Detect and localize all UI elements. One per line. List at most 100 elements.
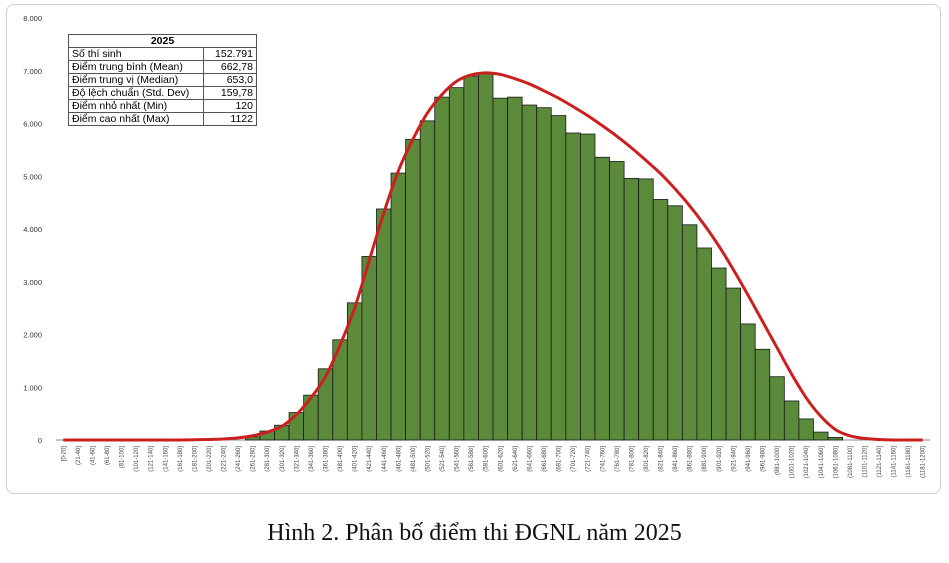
histogram-bar [478,72,494,441]
x-tick-label: (1181-1200] [921,446,927,478]
bars [244,72,843,441]
x-tick-label: (621-640] [513,446,519,472]
x-tick-label: (341-360] [309,446,315,472]
x-tick-label: (841-860] [673,446,679,472]
x-tick-label: (141-160] [163,446,169,472]
histogram-bar [434,96,450,441]
histogram-bar [827,436,843,441]
stats-label: Độ lệch chuẩn (Std. Dev) [68,86,204,100]
x-tick-label: (321-340] [294,446,300,472]
histogram-bar [798,418,814,441]
histogram-chart: 0 1.000 2.000 3.000 4.000 5.000 6.000 7.000 8.00… [23,14,930,479]
x-tick-label: (481-500] [411,446,417,472]
histogram-bar [740,323,756,441]
histogram-bar [521,104,538,441]
x-tick-label: (1021-1040] [804,446,810,479]
stats-row: Điểm nhỏ nhất (Min) 120 [68,99,257,113]
x-tick-label: (761-780] [615,446,621,472]
x-tick-label: (121-140] [149,446,155,472]
x-tick-label: (461-480] [396,446,402,472]
x-tick-label: (521-540] [440,446,446,472]
x-tick-label: (981-1000] [775,446,781,475]
x-tick-label: (821-840] [659,446,665,472]
x-tick-label: (701-720] [571,446,577,472]
histogram-bar [725,287,742,441]
x-tick-label: (41-60] [90,446,96,465]
x-tick-label: (441-460] [382,446,388,472]
x-tick-label: (1061-1080] [833,446,839,479]
histogram-bar [536,107,552,441]
x-tick-label: (61-80] [105,446,111,465]
x-tick-label: (781-800] [629,446,635,472]
x-tick-label: (741-760] [600,446,606,472]
stats-value: 159,78 [203,86,257,100]
x-tick-label: (281-300] [265,446,271,472]
figure-caption: Hình 2. Phân bố điểm thi ĐGNL năm 2025 [267,520,682,546]
stats-label: Điểm trung vị (Median) [68,73,204,87]
histogram-bar [580,133,596,441]
x-tick-label: (101-120] [134,446,140,472]
stats-label: Điểm trung bình (Mean) [68,60,204,74]
x-tick-label: (881-900] [702,446,708,472]
x-tick-label: (941-960] [746,446,752,472]
x-tick-label: (361-380] [323,446,329,472]
histogram-bar [594,156,610,441]
histogram-bar [419,120,436,441]
x-tick-label: (661-680] [542,446,548,472]
x-tick-label: (401-420] [353,446,359,472]
x-tick-label: (921-940] [731,446,737,472]
histogram-bar [667,205,683,441]
histogram-bar [609,161,625,441]
histogram-bar [550,115,567,441]
histogram-bar [652,199,669,441]
x-tick-label: (181-200] [192,446,198,472]
histogram-bar [769,376,785,441]
x-tick-label: (1141-1160] [892,446,898,478]
x-tick-label: (381-400] [338,446,344,472]
x-tick-label: (581-600] [484,446,490,472]
stats-label: Điểm nhỏ nhất (Min) [68,99,204,113]
histogram-bar [696,247,712,441]
histogram-bar [813,431,829,441]
x-tick-label: (601-620] [498,446,504,472]
x-tick-label: (161-180] [178,446,184,472]
y-tick-label: 1.000 [23,383,42,392]
x-tick-label: (721-740] [586,446,592,472]
stats-value: 653,0 [203,73,257,87]
stats-row: Điểm trung vị (Median) 653,0 [68,73,257,87]
stats-header: 2025 [68,34,257,48]
x-tick-label: [0-20] [61,446,67,462]
stats-value: 152.791 [203,47,257,61]
x-tick-label: (221-240] [222,446,228,472]
x-tick-label: (1161-1180] [906,446,912,478]
stats-row: Điểm trung bình (Mean) 662,78 [68,60,257,74]
x-tick-label: (1001-1020] [790,446,796,479]
x-tick-label: (81-100] [120,446,126,469]
histogram-bar [681,224,698,441]
stats-row: Số thí sinh 152.791 [68,47,257,61]
distribution-curve [63,71,923,442]
y-tick-label: 4.000 [23,225,42,234]
histogram-bar [623,177,640,441]
histogram-bar [783,400,800,441]
histogram-bar [507,96,523,441]
y-tick-label: 8.000 [23,14,42,23]
x-tick-label: (1121-1140] [877,446,883,478]
stats-table: 2025 Số thí sinh 152.791 Điểm trung bình … [68,34,257,126]
y-tick-label: 2.000 [23,331,42,340]
x-tick-labels: [0-20] (21-40] (41-60] (61-80] (81-100] (101-… [61,446,926,479]
x-tick-label: (1081-1100] [848,446,854,478]
histogram-bar [638,178,654,441]
x-tick-label: (641-660] [527,446,533,472]
x-tick-label: (21-40] [76,446,82,465]
x-tick-label: (561-580] [469,446,475,472]
histogram-bar [376,208,392,441]
histogram-bar [492,97,508,441]
stats-label: Điểm cao nhất (Max) [68,112,204,126]
x-tick-label: (801-820] [644,446,650,472]
y-tick-label: 3.000 [23,278,42,287]
stats-value: 120 [203,99,257,113]
stats-label: Số thí sinh [68,47,204,61]
y-tick-label: 6.000 [23,120,42,129]
x-tick-label: (261-280] [251,446,257,472]
